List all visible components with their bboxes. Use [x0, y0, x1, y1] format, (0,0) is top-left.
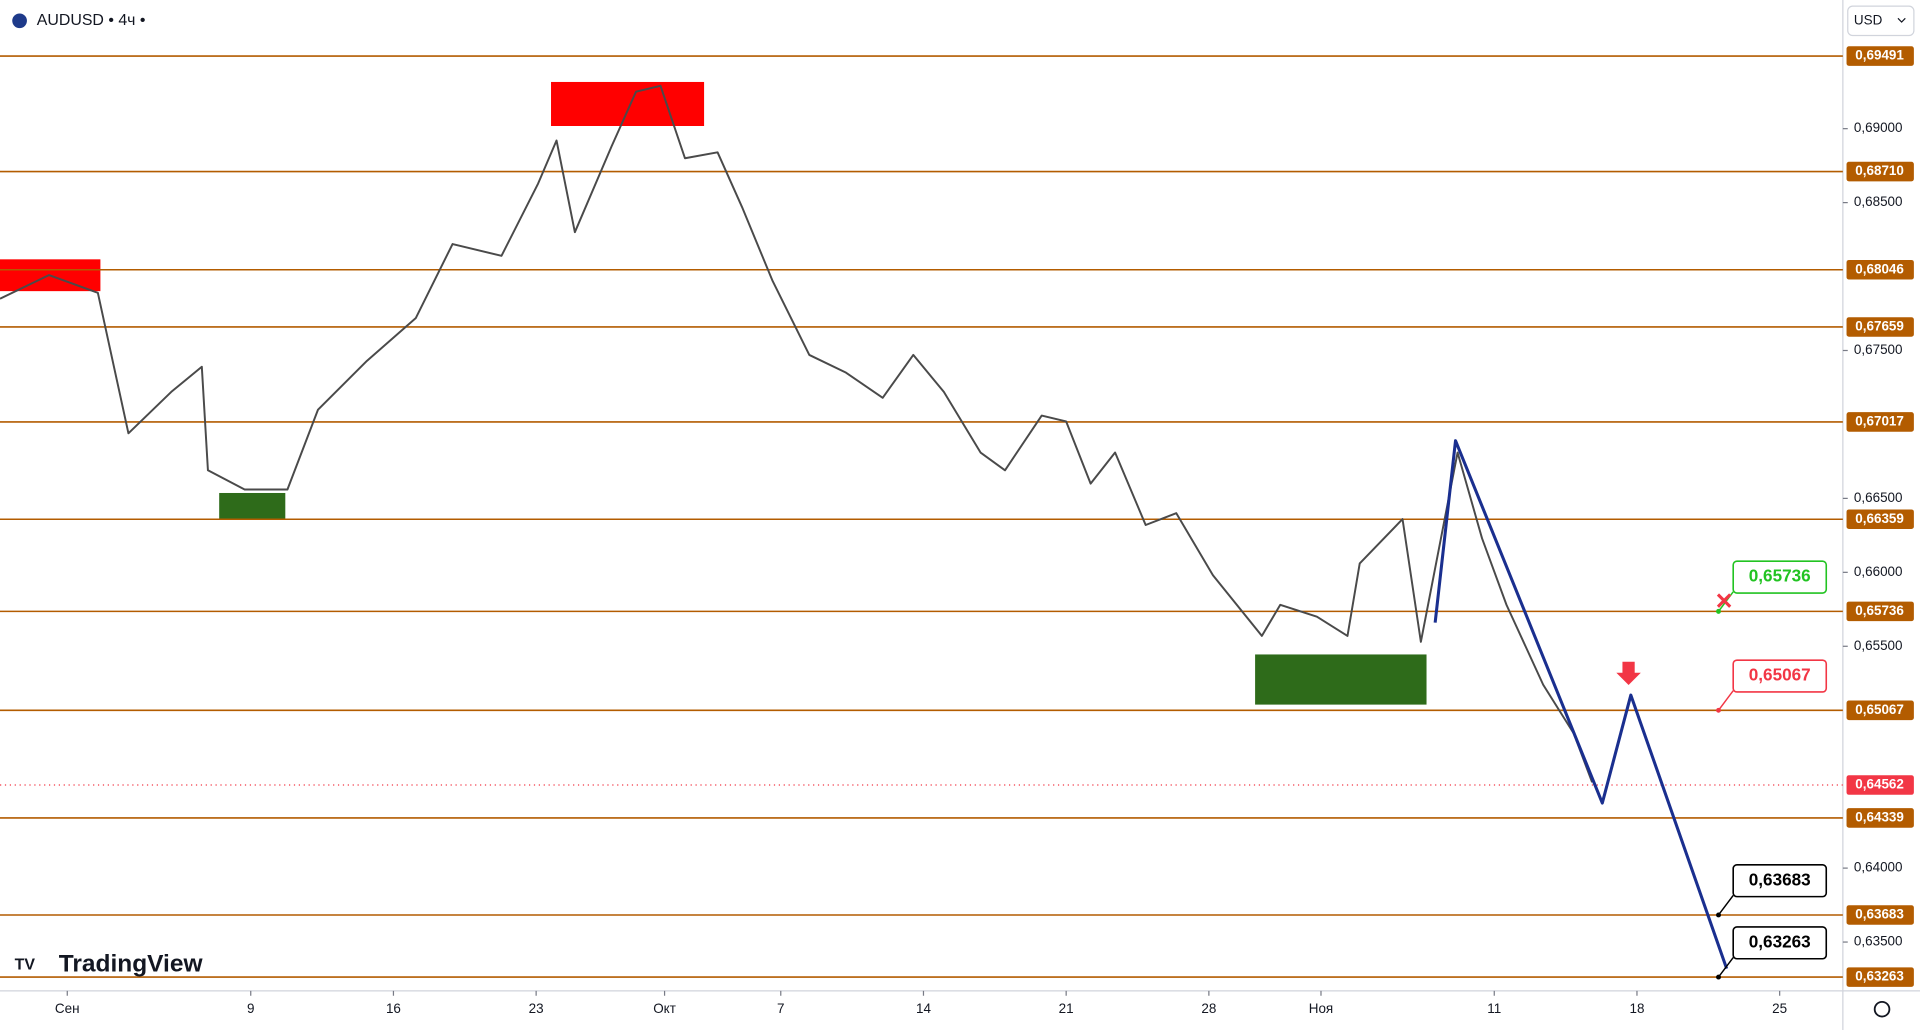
level-tag — [1846, 905, 1914, 925]
callout-label: 0,63263 — [1749, 931, 1811, 951]
y-tick-label: 0,63500 — [1854, 934, 1903, 949]
x-tick-label: Ноя — [1309, 1001, 1333, 1016]
currency[interactable]: USD — [1854, 12, 1883, 27]
x-tick-label: 16 — [386, 1001, 401, 1016]
y-tick-label: 0,64000 — [1854, 860, 1903, 875]
symbol-icon — [12, 13, 27, 29]
callout-label: 0,63683 — [1749, 869, 1811, 889]
y-tick-label: 0,65500 — [1854, 638, 1903, 653]
sell-arrow — [1616, 661, 1641, 686]
level-tag — [1846, 161, 1914, 182]
y-tick-label: 0,67500 — [1854, 342, 1903, 357]
level-tag — [1846, 601, 1914, 622]
y-tick-label: 0,68500 — [1854, 194, 1903, 209]
x-tick-label: 23 — [529, 1001, 544, 1016]
callout-anchor — [1716, 608, 1721, 614]
projection-line — [1433, 439, 1729, 970]
x-tick-label: 25 — [1772, 1001, 1787, 1016]
price-line — [0, 84, 1594, 783]
currency-caret — [1897, 17, 1906, 23]
y-tick-label: 0,69000 — [1854, 120, 1903, 135]
level-label: 0,66359 — [1855, 511, 1904, 526]
cross-mark — [1716, 593, 1732, 608]
callout-box — [1732, 659, 1828, 693]
level-tag — [1846, 259, 1914, 280]
x-tick-label: Окт — [653, 1001, 676, 1016]
level-tag — [1846, 967, 1914, 987]
brand-logo: TV — [15, 956, 36, 973]
callout-pointer — [1717, 894, 1734, 916]
callout-box — [1732, 926, 1828, 960]
x-tick-label: 18 — [1629, 1001, 1644, 1016]
x-tick-label: 28 — [1201, 1001, 1216, 1016]
demand-zone — [219, 492, 286, 519]
callout-anchor — [1716, 974, 1721, 980]
callout-pointer — [1717, 690, 1734, 711]
level-tag — [1846, 808, 1914, 828]
callout-box — [1732, 864, 1828, 898]
level-label: 0,69491 — [1855, 48, 1904, 63]
callout-anchor — [1716, 912, 1721, 918]
level-label: 0,68710 — [1855, 163, 1904, 178]
demand-zone — [1255, 654, 1427, 705]
callout-box — [1732, 560, 1828, 594]
supply-zone — [551, 81, 705, 126]
x-tick-label: 9 — [247, 1001, 254, 1016]
current-price-tag — [1846, 775, 1914, 795]
callout-pointer — [1717, 957, 1734, 978]
symbol: AUDUSD • 4ч • — [37, 12, 146, 29]
x-tick-label: 11 — [1487, 1001, 1501, 1016]
brand: TradingView — [59, 951, 204, 978]
level-label: 0,65067 — [1855, 702, 1904, 717]
x-tick-label: 7 — [777, 1001, 784, 1016]
y-tick-label: 0,66000 — [1854, 564, 1903, 579]
x-tick-label: 21 — [1059, 1001, 1074, 1016]
level-tag — [1846, 700, 1914, 721]
callout-label: 0,65736 — [1749, 566, 1811, 586]
callout-label: 0,65067 — [1749, 665, 1811, 685]
x-tick-label: 14 — [916, 1001, 931, 1016]
level-label: 0,63683 — [1855, 907, 1904, 922]
x-tick-label: Сен — [55, 1001, 80, 1016]
level-label: 0,65736 — [1855, 603, 1904, 618]
level-tag — [1846, 317, 1914, 337]
level-tag — [1846, 46, 1914, 66]
level-label: 0,67017 — [1855, 413, 1904, 428]
plot: 0,69000 0,68500 0,67500 0,66500 0,66000 0,655… — [0, 46, 1914, 1016]
currency-button[interactable] — [1847, 5, 1915, 37]
y-tick-label: 0,66500 — [1854, 490, 1903, 505]
level-tag — [1846, 509, 1914, 530]
level-label: 0,63263 — [1855, 969, 1904, 984]
level-label: 0,64339 — [1855, 810, 1904, 825]
level-label: 0,68046 — [1855, 261, 1904, 276]
level-label: 0,67659 — [1855, 319, 1904, 334]
settings-icon[interactable] — [1873, 1000, 1891, 1018]
level-tag — [1846, 412, 1914, 432]
callout-anchor — [1716, 707, 1721, 713]
current-price-label: 0,64562 — [1855, 777, 1904, 792]
